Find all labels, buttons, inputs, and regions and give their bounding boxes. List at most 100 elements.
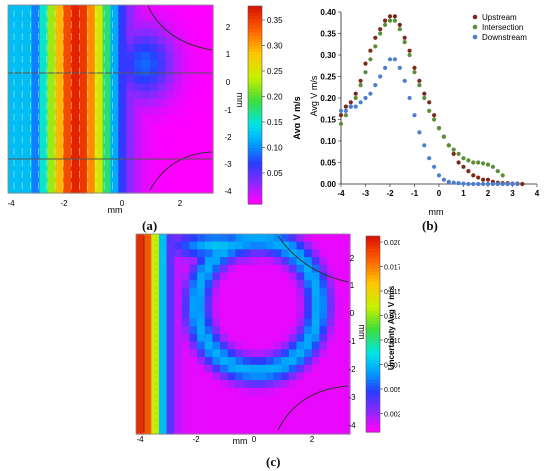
heatmap-cell <box>142 20 151 30</box>
heatmap-cell <box>55 146 64 155</box>
heatmap-cell <box>250 380 259 389</box>
point-downstream <box>510 181 515 187</box>
heatmap-cell <box>165 5 175 14</box>
heatmap-cell <box>118 169 127 178</box>
heatmap-cell <box>118 106 127 116</box>
heatmap-cell <box>189 349 198 358</box>
heatmap-cell <box>8 185 17 194</box>
heatmap-cell <box>235 403 244 412</box>
heatmap-cell <box>273 310 282 320</box>
heatmap-cell <box>197 138 206 147</box>
heatmap-cell <box>86 177 96 186</box>
heatmap-cell <box>31 177 41 186</box>
heatmap-cell <box>273 257 282 266</box>
heatmap-cell <box>235 418 244 427</box>
heatmap-cell <box>149 161 159 171</box>
heatmap-cell <box>157 185 167 194</box>
heatmap-cell <box>158 418 168 427</box>
heatmap-cell <box>8 67 17 77</box>
point-upstream <box>402 35 407 40</box>
heatmap-cell <box>204 326 214 335</box>
heatmap-cell <box>173 130 183 139</box>
heatmap-cell <box>63 99 72 108</box>
y-tick-label: 0.30 <box>320 51 336 60</box>
heatmap-cell <box>86 12 96 22</box>
heatmap-cell <box>296 410 305 420</box>
heatmap-cell <box>250 372 259 381</box>
heatmap-cell <box>265 241 275 250</box>
point-upstream <box>348 100 353 105</box>
heatmap-cell <box>23 59 33 69</box>
heatmap-cell <box>8 52 17 61</box>
colorbar-segment <box>366 330 380 335</box>
point-downstream <box>505 181 510 187</box>
point-intersection <box>490 164 495 169</box>
heatmap-cell <box>181 52 190 61</box>
heatmap-cell <box>174 310 183 320</box>
heatmap-cell <box>110 83 119 92</box>
heatmap-cell <box>265 349 275 358</box>
point-downstream <box>353 104 358 109</box>
heatmap-cell <box>151 318 160 327</box>
heatmap-cell <box>78 20 88 30</box>
heatmap-cell <box>166 426 175 435</box>
heatmap-cell <box>15 83 25 92</box>
heatmap-cell <box>212 403 221 412</box>
heatmap-cell <box>265 426 275 435</box>
heatmap-cell <box>235 303 244 312</box>
point-downstream <box>471 181 476 187</box>
heatmap-cell <box>174 326 183 335</box>
heatmap-cell <box>15 36 25 45</box>
heatmap-cell <box>143 303 152 312</box>
colorbar-segment <box>366 409 380 413</box>
heatmap-cell <box>250 280 259 289</box>
heatmap-cell <box>304 372 313 381</box>
colorbar-segment <box>248 157 262 162</box>
x-tick-label: 2 <box>486 189 491 198</box>
heatmap-cell <box>258 357 267 366</box>
legend-label: Intersection <box>482 23 523 32</box>
heatmap-cell <box>265 303 275 312</box>
point-intersection <box>481 161 486 166</box>
heatmap-cell <box>78 5 88 14</box>
point-upstream <box>392 14 397 19</box>
colorbar-segment <box>248 197 262 202</box>
heatmap-cell <box>118 91 127 100</box>
heatmap-cell <box>189 249 198 258</box>
heatmap-cell <box>189 44 198 53</box>
heatmap-cell <box>63 28 72 37</box>
heatmap-cell <box>102 75 112 84</box>
heatmap-cell <box>205 161 214 171</box>
heatmap-cell <box>197 52 206 61</box>
heatmap-cell <box>157 67 167 77</box>
heatmap-cell <box>102 185 112 194</box>
heatmap-cell <box>181 395 191 404</box>
heatmap-cell <box>118 83 127 92</box>
heatmap-cell <box>319 387 328 397</box>
heatmap-cell <box>265 326 275 335</box>
heatmap-cell <box>212 334 221 343</box>
heatmap-cell <box>319 272 328 281</box>
heatmap-cell <box>296 287 305 297</box>
heatmap-cell <box>31 28 41 37</box>
heatmap-cell <box>78 52 88 61</box>
heatmap-cell <box>334 357 343 366</box>
heatmap-cell <box>142 177 151 186</box>
heatmap-cell <box>227 380 236 389</box>
colorbar-tick-label: 0.0025 <box>384 412 400 419</box>
heatmap-cell <box>281 395 290 404</box>
heatmap-cell <box>296 318 305 327</box>
heatmap-cell <box>258 303 267 312</box>
point-downstream <box>392 57 397 62</box>
heatmap-cell <box>181 410 191 420</box>
heatmap-cell <box>189 177 198 186</box>
heatmap-cell <box>288 318 298 327</box>
heatmap-cell <box>39 12 49 22</box>
heatmap-cell <box>342 257 351 266</box>
heatmap-cell <box>151 334 160 343</box>
heatmap-cell <box>157 5 167 14</box>
heatmap-cell <box>78 59 88 69</box>
heatmap-cell <box>296 403 305 412</box>
heatmap-cell <box>243 357 252 366</box>
heatmap-cell <box>288 257 298 266</box>
